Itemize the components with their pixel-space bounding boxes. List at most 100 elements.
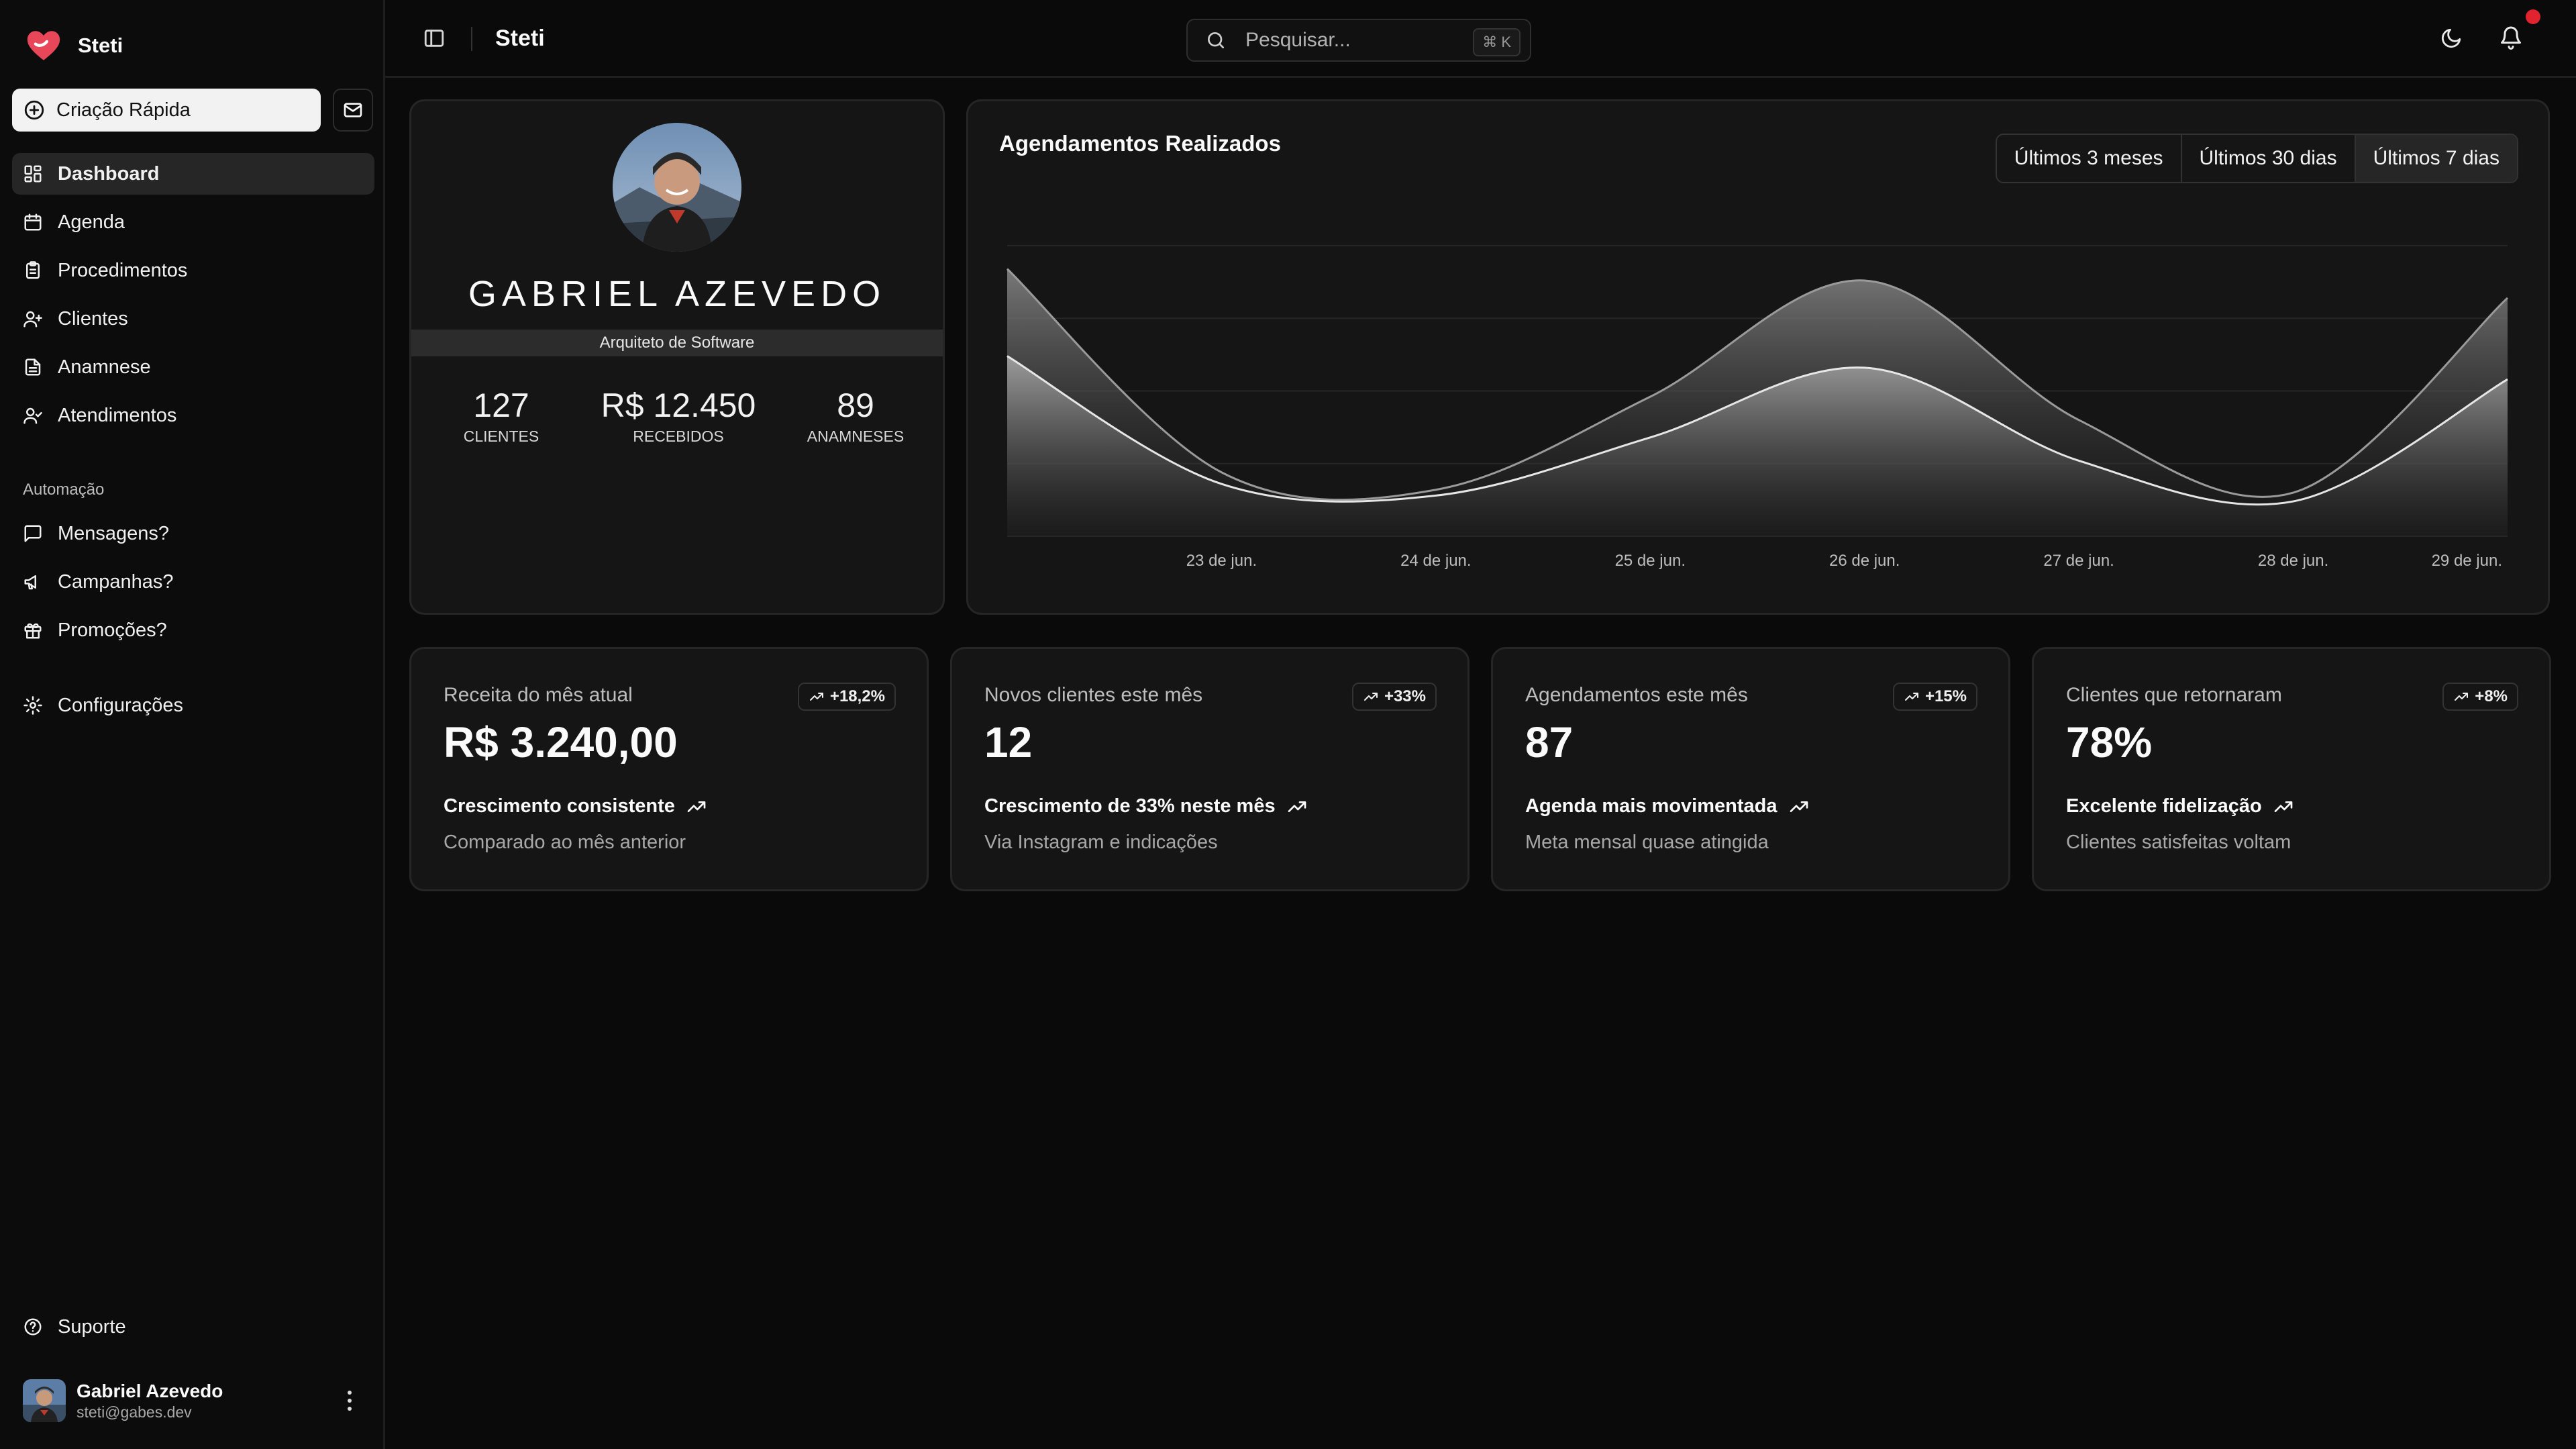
heart-logo-icon [27, 31, 60, 60]
trending-up-icon [1288, 801, 1306, 812]
sidebar-item-label: Mensagens? [58, 522, 170, 544]
stat-clientes: 127 CLIENTES [421, 386, 582, 446]
x-tick-label: 26 de jun. [1829, 552, 1900, 570]
sidebar-item-dashboard[interactable]: Dashboard [12, 153, 374, 195]
trending-up-icon [1363, 693, 1378, 701]
sidebar-item-atendimentos[interactable]: Atendimentos [12, 395, 374, 436]
clipboard-icon [26, 261, 40, 279]
notification-dot [2526, 9, 2540, 24]
bell-icon[interactable] [2499, 26, 2523, 50]
sidebar-item-clientes[interactable]: Clientes [12, 298, 374, 340]
sidebar-item-procedimentos[interactable]: Procedimentos [12, 250, 374, 291]
search-icon [1208, 32, 1224, 48]
stat-anamneses: 89 ANAMNESES [775, 386, 936, 446]
sidebar-item-suporte[interactable]: Suporte [12, 1306, 374, 1348]
stat-label: RECEBIDOS [633, 428, 724, 445]
sidebar-item-label: Campanhas? [58, 570, 174, 593]
plus-circle-icon [24, 100, 44, 120]
sidebar-toggle-icon[interactable] [423, 27, 446, 50]
footer-text: Agenda mais movimentada [1525, 795, 1778, 817]
user-plus-icon [23, 311, 42, 328]
metric-value: 12 [984, 718, 1033, 766]
automation-section-title: Automação [23, 481, 105, 499]
trend-badge: +15% [1892, 683, 1977, 711]
sidebar-item-promocoes[interactable]: Promoções? [12, 609, 374, 651]
area-chart: 23 de jun. 24 de jun. 25 de jun. 26 de jun.… [1006, 245, 2509, 570]
topbar: Steti Pesquisar... ⌘ K [385, 0, 2576, 78]
divider [471, 27, 472, 51]
trend-badge: +33% [1351, 683, 1437, 711]
search-placeholder: Pesquisar... [1245, 29, 1351, 51]
trend-badge: +18,2% [797, 683, 896, 711]
user-menu[interactable]: Gabriel Azevedo steti@gabes.dev [23, 1377, 372, 1424]
brand[interactable]: Steti [24, 26, 123, 66]
metric-footer: Excelente fidelização [2066, 795, 2294, 817]
more-vertical-icon[interactable] [346, 1389, 353, 1412]
mail-icon [344, 103, 362, 117]
sidebar-item-label: Clientes [58, 307, 128, 330]
user-email: steti@gabes.dev [76, 1403, 192, 1421]
range-7-days[interactable]: Últimos 7 dias [2355, 135, 2517, 182]
megaphone-icon [24, 575, 36, 590]
metric-label: Receita do mês atual [444, 684, 633, 706]
brand-name: Steti [78, 34, 123, 57]
footer-text: Crescimento de 33% neste mês [984, 795, 1276, 817]
chart-title: Agendamentos Realizados [999, 131, 1281, 156]
range-30-days[interactable]: Últimos 30 dias [2182, 135, 2356, 182]
stat-label: CLIENTES [463, 428, 539, 445]
sidebar-item-label: Atendimentos [58, 404, 177, 426]
inbox-button[interactable] [333, 89, 373, 132]
metric-subtext: Comparado ao mês anterior [444, 832, 686, 853]
trending-up-icon [1904, 693, 1918, 701]
badge-text: +18,2% [829, 687, 885, 705]
metric-subtext: Meta mensal quase atingida [1525, 832, 1769, 853]
gift-icon [24, 623, 42, 639]
footer-text: Crescimento consistente [444, 795, 675, 817]
badge-text: +15% [1924, 687, 1967, 705]
metric-value: R$ 3.240,00 [444, 718, 678, 766]
x-tick-label: 29 de jun. [2432, 552, 2502, 570]
metric-footer: Crescimento de 33% neste mês [984, 795, 1308, 817]
quick-create-button[interactable]: Criação Rápida [12, 89, 321, 132]
x-tick-label: 24 de jun. [1400, 552, 1471, 570]
sidebar-item-mensagens[interactable]: Mensagens? [12, 513, 374, 554]
quick-create-label: Criação Rápida [56, 99, 191, 121]
trending-up-icon [2274, 801, 2293, 812]
metric-subtext: Via Instagram e indicações [984, 832, 1218, 853]
sidebar-item-label: Dashboard [58, 162, 160, 185]
x-tick-label: 25 de jun. [1615, 552, 1686, 570]
calendar-icon [24, 213, 42, 231]
search-input[interactable]: Pesquisar... ⌘ K [1186, 19, 1531, 62]
x-tick-label: 23 de jun. [1186, 552, 1257, 570]
sidebar-item-agenda[interactable]: Agenda [12, 201, 374, 243]
moon-icon[interactable] [2440, 27, 2463, 50]
trending-up-icon [1790, 801, 1808, 812]
stat-label: ANAMNESES [807, 428, 905, 445]
trend-badge: +8% [2442, 683, 2518, 711]
appointments-chart-card: 23 de jun. 24 de jun. 25 de jun. 26 de jun.… [966, 99, 2550, 615]
gear-icon [23, 696, 42, 715]
shortcut-badge: ⌘ K [1473, 28, 1521, 56]
trending-up-icon [2455, 693, 2469, 701]
x-tick-label: 28 de jun. [2258, 552, 2328, 570]
metric-label: Novos clientes este mês [984, 684, 1203, 706]
metric-label: Agendamentos este mês [1525, 684, 1748, 706]
metric-subtext: Clientes satisfeitas voltam [2066, 832, 2291, 853]
metric-card-new-clients: Novos clientes este mês +33% 12 Crescime… [950, 647, 1470, 891]
sidebar-item-campanhas[interactable]: Campanhas? [12, 561, 374, 603]
footer-text: Excelente fidelização [2066, 795, 2262, 817]
file-text-icon [25, 358, 41, 376]
metric-label: Clientes que retornaram [2066, 684, 2282, 706]
stat-value: 89 [837, 387, 874, 424]
stat-recebidos: R$ 12.450 RECEBIDOS [598, 386, 759, 446]
profile-role: Arquiteto de Software [411, 330, 943, 356]
user-name: Gabriel Azevedo [76, 1380, 223, 1401]
metric-value: 78% [2066, 718, 2153, 766]
profile-avatar [613, 123, 741, 252]
trending-up-icon [687, 801, 706, 812]
sidebar-item-label: Configurações [58, 694, 183, 716]
sidebar: Steti Criação Rápida Dashboard Agenda Pr… [0, 0, 385, 1449]
sidebar-item-configuracoes[interactable]: Configurações [12, 685, 374, 726]
range-3-months[interactable]: Últimos 3 meses [1997, 135, 2182, 182]
sidebar-item-anamnese[interactable]: Anamnese [12, 346, 374, 388]
